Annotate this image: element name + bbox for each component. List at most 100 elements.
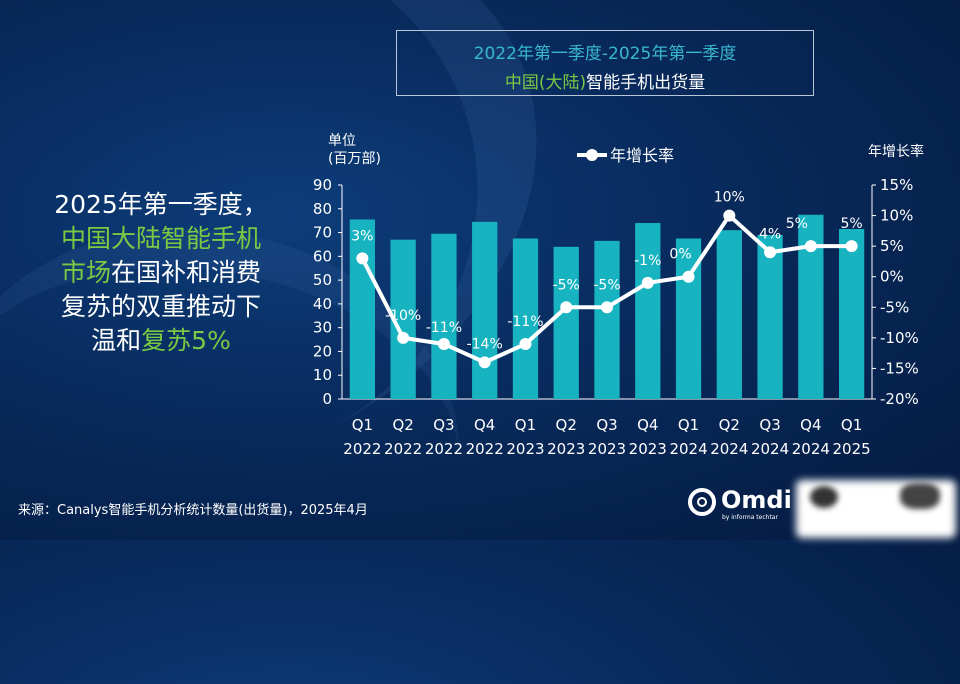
title-mainland: (大陆) xyxy=(538,73,587,93)
growth-data-label: -5% xyxy=(593,277,620,293)
x-tick-quarter: Q1 xyxy=(678,416,699,434)
x-tick-year: 2024 xyxy=(751,440,789,458)
x-tick-quarter: Q3 xyxy=(596,416,617,434)
growth-data-label: -11% xyxy=(507,314,543,330)
x-tick-quarter: Q2 xyxy=(392,416,413,434)
growth-data-label: -10% xyxy=(385,308,421,324)
growth-point xyxy=(804,240,817,253)
right-tick-label: 15% xyxy=(880,176,913,194)
x-tick-quarter: Q1 xyxy=(352,416,373,434)
growth-data-label: -5% xyxy=(553,277,580,293)
shipment-bar xyxy=(838,228,865,399)
x-tick-quarter: Q2 xyxy=(719,416,740,434)
left-tick-label: 80 xyxy=(313,200,332,218)
shipment-bar xyxy=(349,219,376,399)
x-tick-quarter: Q3 xyxy=(759,416,780,434)
headline-p1: 2025年第一季度， xyxy=(54,190,268,219)
growth-data-label: -1% xyxy=(634,253,661,269)
growth-point xyxy=(641,276,654,289)
x-tick-year: 2025 xyxy=(833,440,871,458)
growth-point xyxy=(356,252,369,265)
left-tick-label: 40 xyxy=(313,295,332,313)
right-tick-label: 10% xyxy=(880,207,913,225)
growth-point xyxy=(682,270,695,283)
x-tick-year: 2023 xyxy=(547,440,585,458)
x-tick-year: 2023 xyxy=(629,440,667,458)
right-axis-label: 年增长率 xyxy=(868,143,924,160)
headline-p7: 复苏5% xyxy=(141,326,231,355)
shipment-bar xyxy=(635,223,661,399)
growth-data-label: -14% xyxy=(467,336,503,352)
right-tick-label: -5% xyxy=(880,298,909,316)
left-tick-label: 90 xyxy=(313,176,332,194)
growth-point xyxy=(723,209,736,222)
omdia-logo: Omdi by informa techtar xyxy=(688,486,838,526)
omdia-logo-word: Omdi xyxy=(721,486,792,514)
left-tick-label: 60 xyxy=(313,247,332,265)
x-tick-year: 2023 xyxy=(588,440,626,458)
growth-point xyxy=(397,331,410,344)
headline-p5: 复苏的双重推动下 xyxy=(60,292,261,321)
headline-p3: 市场 xyxy=(60,258,111,287)
x-tick-year: 2024 xyxy=(669,440,707,458)
growth-point xyxy=(519,337,532,350)
legend-label: 年增长率 xyxy=(610,146,674,165)
headline-p2: 中国大陆智能手机 xyxy=(60,224,261,253)
right-tick-label: -20% xyxy=(880,390,919,408)
x-tick-year: 2023 xyxy=(506,440,544,458)
left-tick-label: 0 xyxy=(322,390,332,408)
growth-data-label: 5% xyxy=(841,216,863,232)
left-axis-label: (百万部) xyxy=(328,151,381,167)
headline-text: 2025年第一季度， 中国大陆智能手机 市场在国补和消费 复苏的双重推动下 温和… xyxy=(18,188,304,358)
right-tick-label: 0% xyxy=(880,268,904,286)
x-tick-quarter: Q4 xyxy=(474,416,495,434)
x-tick-year: 2022 xyxy=(466,440,504,458)
source-note: 来源：Canalys智能手机分析统计数量(出货量)，2025年4月 xyxy=(18,503,368,518)
left-axis-label: 单位 xyxy=(328,133,356,149)
shipment-bar xyxy=(431,233,457,399)
legend-marker xyxy=(586,149,598,161)
chart-title-line1: 2022年第一季度-2025年第一季度 xyxy=(473,44,737,64)
shipment-bar xyxy=(757,234,783,399)
headline-p4: 在国补和消费 xyxy=(111,258,262,287)
x-tick-year: 2024 xyxy=(710,440,748,458)
growth-point xyxy=(845,240,858,253)
left-tick-label: 10 xyxy=(313,366,332,384)
left-tick-label: 20 xyxy=(313,342,332,360)
chart-title-box: 2022年第一季度-2025年第一季度 中国(大陆)智能手机出货量 xyxy=(396,30,814,96)
title-shipments: 智能手机出货量 xyxy=(586,73,706,93)
growth-point xyxy=(764,246,777,259)
x-tick-year: 2022 xyxy=(425,440,463,458)
right-tick-label: -15% xyxy=(880,359,919,377)
watermark-blot-mark xyxy=(900,483,940,509)
left-tick-label: 30 xyxy=(313,319,332,337)
growth-data-label: -11% xyxy=(426,320,462,336)
x-tick-year: 2022 xyxy=(343,440,381,458)
x-tick-quarter: Q1 xyxy=(515,416,536,434)
shipment-bar xyxy=(716,230,742,399)
omdia-logo-icon xyxy=(688,488,716,516)
growth-data-label: 3% xyxy=(351,228,373,244)
omdia-logo-sub: by informa techtar xyxy=(722,514,778,521)
x-tick-quarter: Q2 xyxy=(556,416,577,434)
shipment-bar xyxy=(512,238,539,399)
shipment-bar xyxy=(472,221,498,399)
chart-title-line2: 中国(大陆)智能手机出货量 xyxy=(397,68,813,93)
title-china: 中国 xyxy=(504,73,539,93)
shipments-chart: 0 10 20 30 40 50 60 70 80 90 15% 10% 5% 0% -5% -10% -15%… xyxy=(313,133,924,458)
growth-point xyxy=(560,301,573,314)
right-tick-label: 5% xyxy=(880,237,904,255)
left-tick-label: 50 xyxy=(313,271,332,289)
growth-data-label: 5% xyxy=(786,216,808,232)
x-tick-year: 2024 xyxy=(792,440,830,458)
x-tick-quarter: Q4 xyxy=(800,416,821,434)
x-tick-quarter: Q3 xyxy=(433,416,454,434)
growth-data-label: 10% xyxy=(714,190,745,206)
growth-point xyxy=(437,337,450,350)
x-tick-quarter: Q4 xyxy=(637,416,658,434)
headline-p6: 温和 xyxy=(91,326,142,355)
growth-point xyxy=(478,356,491,369)
growth-point xyxy=(601,301,613,314)
shipment-bar xyxy=(594,240,620,399)
x-tick-quarter: Q1 xyxy=(841,416,862,434)
